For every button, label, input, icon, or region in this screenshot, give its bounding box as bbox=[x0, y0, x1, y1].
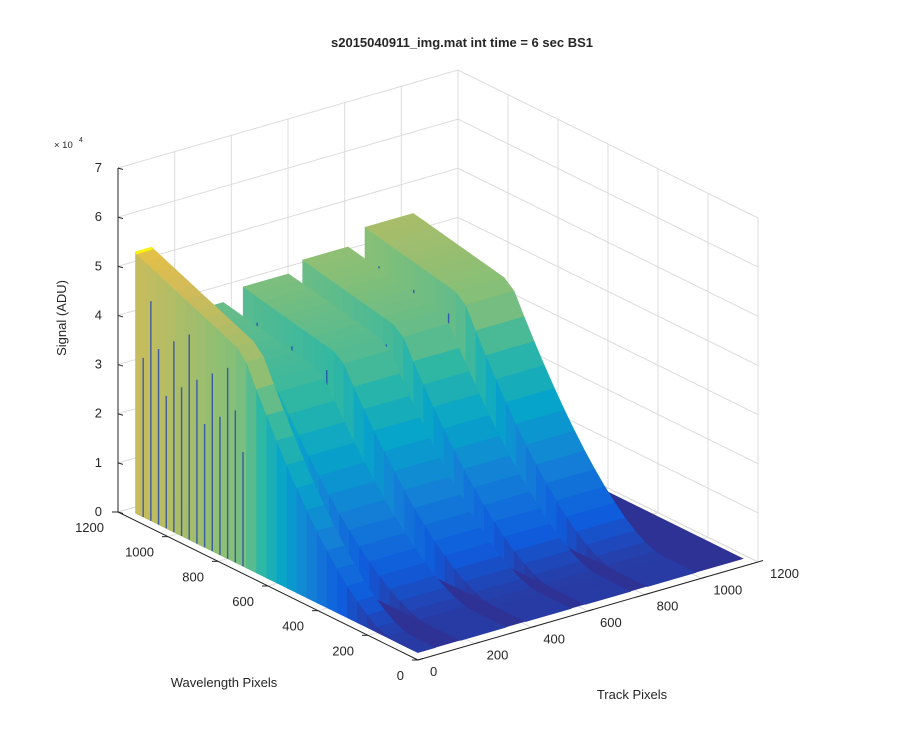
y-tick-label: 600 bbox=[232, 594, 254, 609]
z-tick-label: 2 bbox=[95, 406, 102, 421]
grid-line-z bbox=[117, 216, 759, 366]
ridge-side-strip bbox=[256, 389, 268, 579]
z-axis-label: Signal (ADU) bbox=[54, 280, 69, 356]
y-axis-label: Wavelength Pixels bbox=[171, 675, 278, 690]
surface-ridge bbox=[134, 247, 436, 653]
x-tick-label: 1000 bbox=[713, 582, 742, 597]
ridge-side-strip bbox=[276, 440, 288, 589]
ridge-side-strip bbox=[215, 327, 227, 559]
z-multiplier: × 10 4 bbox=[54, 137, 83, 151]
grid-line-z bbox=[117, 69, 759, 219]
ridge-top-strip bbox=[636, 567, 697, 587]
x-tick-label: 0 bbox=[430, 664, 437, 679]
z-tick-label: 5 bbox=[95, 258, 102, 273]
ridge-peak-highlight bbox=[135, 246, 153, 255]
ridge-top-strip bbox=[449, 621, 507, 641]
z-tick-mark bbox=[117, 216, 124, 220]
z-tick-mark bbox=[117, 364, 124, 367]
surface-mesh bbox=[134, 213, 744, 653]
ridge-side-strip bbox=[135, 252, 146, 519]
x-tick-mark bbox=[757, 560, 764, 563]
x-tick-mark bbox=[417, 658, 424, 661]
z-tick-label: 1 bbox=[95, 455, 102, 470]
y-tick-label: 400 bbox=[282, 619, 304, 634]
ridge-side-strip bbox=[155, 271, 167, 529]
ridge-side-strip bbox=[246, 361, 257, 574]
ridge-side-strip bbox=[185, 299, 197, 544]
x-tick-label: 600 bbox=[600, 615, 622, 630]
z-tick-label: 3 bbox=[95, 357, 102, 372]
ridge-side-strip bbox=[205, 317, 217, 554]
ridge-top-strip bbox=[574, 586, 632, 605]
y-tick-label: 1200 bbox=[75, 520, 104, 535]
z-tick-mark bbox=[117, 413, 124, 416]
ridge-side-strip bbox=[266, 415, 278, 584]
x-tick-mark bbox=[587, 609, 594, 612]
x-tick-mark bbox=[531, 625, 537, 628]
z-tick-mark bbox=[117, 167, 124, 170]
x-tick-label: 200 bbox=[487, 648, 509, 663]
x-tick-label: 800 bbox=[657, 599, 679, 614]
z-tick-label: 4 bbox=[95, 307, 102, 322]
z-tick-label: 0 bbox=[95, 504, 102, 519]
x-tick-mark bbox=[644, 592, 650, 596]
x-axis-label: Track Pixels bbox=[597, 687, 668, 702]
z-tick-mark bbox=[117, 314, 124, 318]
z-tick-label: 7 bbox=[95, 160, 102, 175]
y-tick-label: 1000 bbox=[125, 545, 154, 560]
axes bbox=[112, 167, 764, 661]
y-tick-label: 0 bbox=[397, 668, 404, 683]
grid-line-z bbox=[117, 167, 759, 317]
x-tick-label: 1200 bbox=[770, 566, 799, 581]
ridge-top-strip bbox=[407, 642, 436, 653]
chart-title: s2015040911_img.mat int time = 6 sec BS1 bbox=[331, 35, 593, 50]
grid-line-z bbox=[117, 118, 759, 268]
x-tick-mark bbox=[701, 576, 707, 579]
ridge-side-strip bbox=[236, 345, 247, 569]
y-tick-label: 200 bbox=[332, 643, 354, 658]
z-tick-mark bbox=[117, 265, 124, 269]
tick-labels: 0200400600800100012000200400600800100012… bbox=[75, 160, 799, 683]
z-tick-label: 6 bbox=[95, 209, 102, 224]
z-tick-mark bbox=[117, 462, 124, 465]
x-tick-mark bbox=[474, 641, 480, 645]
z-multiplier-exponent: 4 bbox=[79, 137, 83, 144]
z-tick-mark bbox=[117, 511, 124, 514]
x-tick-label: 400 bbox=[543, 631, 565, 646]
y-tick-label: 800 bbox=[182, 569, 204, 584]
z-multiplier-base: × 10 bbox=[54, 140, 73, 151]
ridge-top-strip bbox=[514, 603, 572, 622]
